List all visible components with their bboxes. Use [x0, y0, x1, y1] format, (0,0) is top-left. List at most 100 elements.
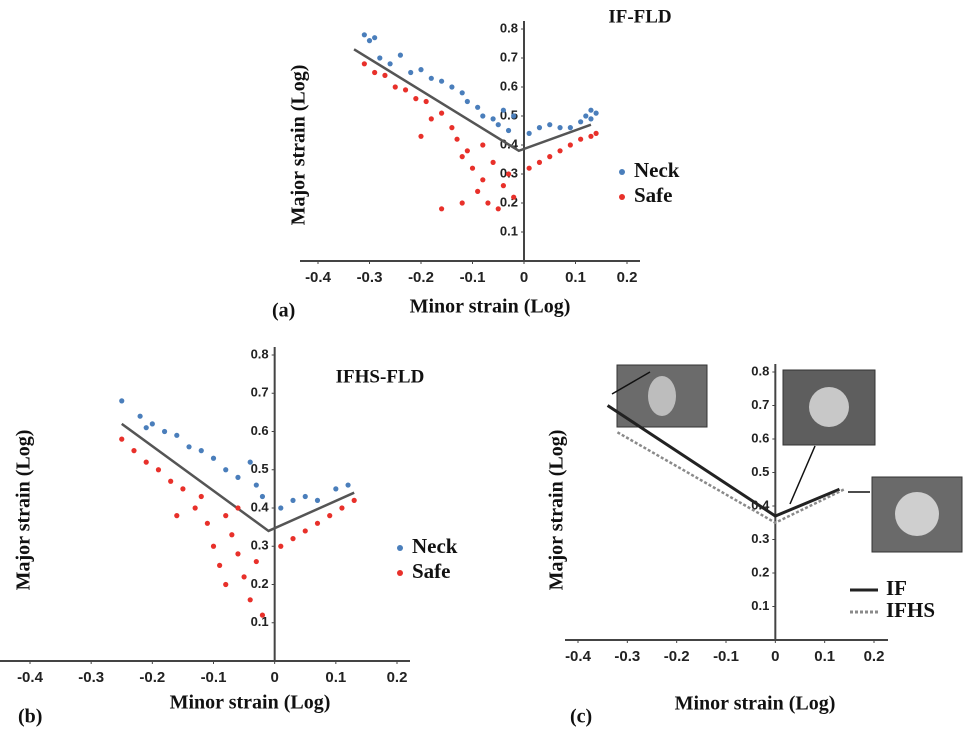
point [155, 467, 162, 473]
point [278, 543, 284, 549]
point [475, 188, 481, 194]
point [253, 558, 259, 565]
x-axis-title: Minor strain (Log) [410, 296, 571, 318]
y-tick-label: 0.4 [251, 499, 270, 514]
chart-title: IF-FLD [608, 6, 671, 27]
x-tick-label: -0.3 [78, 669, 104, 686]
point [490, 116, 496, 122]
point [119, 436, 125, 442]
point [578, 119, 584, 125]
x-tick-label: -0.2 [408, 269, 434, 286]
point [557, 125, 563, 131]
point [168, 478, 174, 484]
legend-marker [619, 194, 625, 200]
y-tick-label: 0.8 [251, 346, 269, 361]
panel-label: (a) [272, 300, 295, 322]
point [500, 183, 506, 189]
y-tick-label: 0.3 [251, 538, 269, 553]
point [480, 142, 486, 148]
y-tick-label: 0.7 [251, 385, 269, 400]
point [278, 505, 284, 511]
point [454, 136, 460, 142]
y-axis-title: Major strain (Log) [546, 430, 568, 591]
x-tick-label: 0.1 [814, 648, 835, 665]
point [372, 69, 378, 76]
point [428, 116, 434, 122]
point [198, 448, 204, 454]
point [397, 52, 403, 58]
point [366, 38, 373, 44]
point [402, 87, 409, 93]
x-tick-label: -0.4 [565, 648, 592, 665]
y-tick-label: 0.6 [500, 78, 518, 93]
point [495, 206, 501, 212]
x-tick-label: 0.2 [617, 269, 638, 286]
legend-marker [397, 545, 403, 551]
legend-label: IF [886, 576, 907, 600]
y-tick-label: 0.1 [500, 223, 518, 238]
y-tick-label: 0.7 [751, 397, 769, 412]
y-tick-label: 0.5 [251, 461, 269, 476]
point [259, 612, 266, 618]
fld-curve [353, 48, 592, 153]
fld-curve [121, 422, 355, 533]
point [578, 136, 584, 142]
point [351, 497, 357, 503]
point [119, 398, 125, 404]
point [210, 455, 217, 461]
point [449, 84, 455, 90]
point [345, 482, 351, 488]
point [253, 482, 259, 488]
x-tick-label: -0.1 [460, 269, 486, 286]
point [526, 130, 532, 136]
panel-label: (b) [18, 706, 42, 728]
x-tick-label: -0.1 [201, 669, 227, 686]
point [174, 513, 180, 519]
inset-shape [895, 492, 939, 536]
point [505, 127, 512, 134]
y-axis-title: Major strain (Log) [288, 65, 310, 226]
point [143, 459, 149, 465]
legend-label: Neck [412, 534, 458, 558]
point [217, 562, 223, 568]
point [314, 497, 321, 503]
y-tick-label: 0.5 [751, 464, 769, 479]
point [229, 532, 235, 538]
x-tick-label: 0.1 [325, 669, 346, 686]
point [235, 551, 241, 557]
point [464, 98, 470, 105]
point [511, 194, 517, 200]
point [361, 61, 367, 67]
point [372, 35, 378, 41]
point [290, 497, 296, 503]
point [588, 133, 594, 139]
point [500, 107, 506, 113]
point [235, 505, 241, 511]
inset-shape [809, 387, 849, 427]
x-tick-label: 0 [270, 669, 278, 686]
point [247, 459, 253, 465]
point [192, 505, 198, 511]
point [186, 444, 192, 450]
point [567, 125, 573, 131]
x-tick-label: -0.4 [305, 269, 332, 286]
x-tick-label: -0.2 [664, 648, 690, 665]
point [204, 520, 210, 526]
point [593, 130, 599, 136]
point [223, 467, 229, 473]
point [314, 520, 321, 526]
y-tick-label: 0.6 [751, 430, 769, 445]
x-tick-label: -0.3 [357, 269, 383, 286]
point [382, 72, 388, 78]
point [408, 69, 414, 76]
point [583, 113, 589, 119]
point [439, 110, 445, 116]
x-axis-title: Minor strain (Log) [675, 693, 836, 715]
insets [611, 364, 963, 553]
point [464, 148, 470, 154]
point [480, 113, 486, 119]
inset-shape [648, 376, 676, 416]
x-tick-label: -0.1 [713, 648, 739, 665]
